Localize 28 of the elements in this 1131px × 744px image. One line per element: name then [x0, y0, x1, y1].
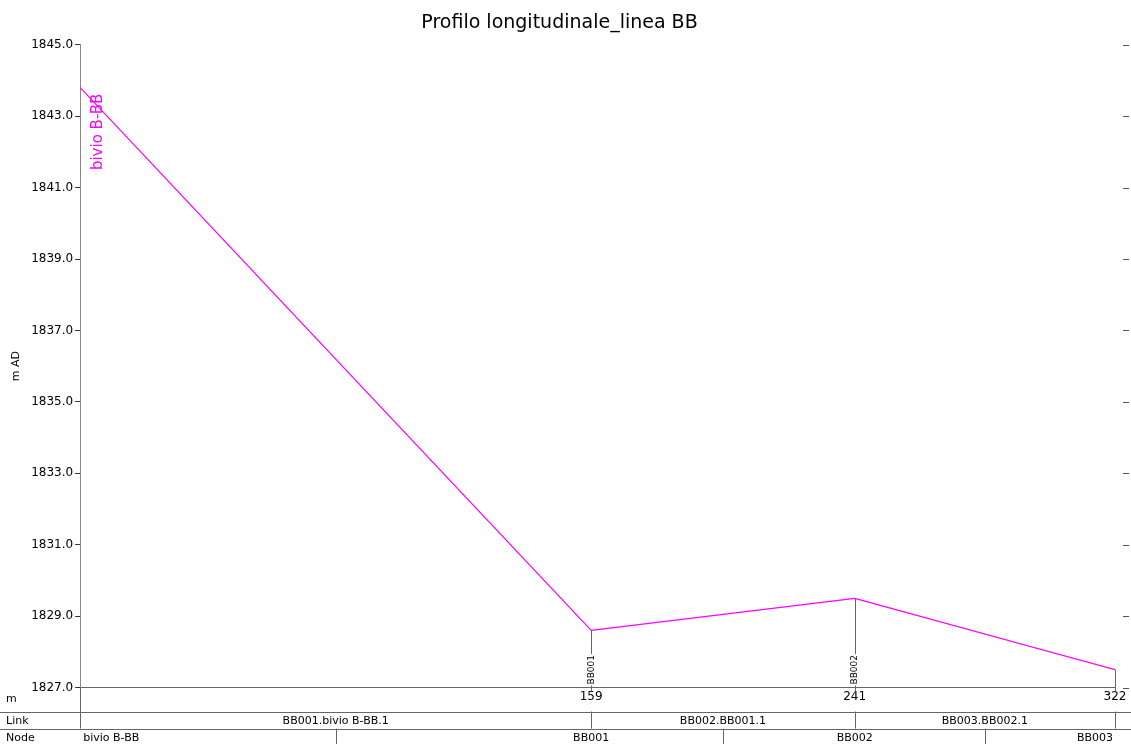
text: Node [6, 730, 35, 744]
y-tick-label: 1835.0 [31, 394, 74, 409]
text: BB003 [1076, 730, 1113, 744]
annotation: bivio B-BB [88, 93, 107, 171]
y-tick-label: 1827.0 [31, 679, 74, 694]
y-tick-label: 1829.0 [31, 608, 74, 623]
text: BB002.BB001.1 [679, 713, 767, 727]
y-tick-label: 1831.0 [31, 536, 74, 551]
y-axis-title: m AD [9, 351, 23, 382]
x-tick-label: 241 [843, 688, 867, 703]
y-tick-label: 1845.0 [31, 36, 74, 51]
x-tick-label: 159 [579, 688, 603, 703]
text: BB003.BB002.1 [941, 713, 1028, 727]
text: BB002 [836, 730, 873, 744]
x-axis-title: m [6, 692, 17, 706]
y-tick-label: 1833.0 [31, 465, 74, 480]
y-tick-label: 1837.0 [31, 322, 74, 337]
y-tick-label: 1843.0 [31, 108, 74, 123]
text: Link [6, 713, 30, 727]
text: BB001.bivio B-BB.1 [282, 713, 389, 727]
annotation: BB001 [585, 654, 596, 685]
annotation: BB002 [849, 654, 860, 685]
x-tick-label: 322 [1103, 688, 1127, 703]
text: bivio B-BB [83, 730, 140, 744]
text: BB001 [573, 730, 610, 744]
chart-title: Profilo longitudinale_linea BB [421, 10, 698, 34]
y-tick-label: 1839.0 [31, 251, 74, 266]
y-tick-label: 1841.0 [31, 179, 74, 194]
